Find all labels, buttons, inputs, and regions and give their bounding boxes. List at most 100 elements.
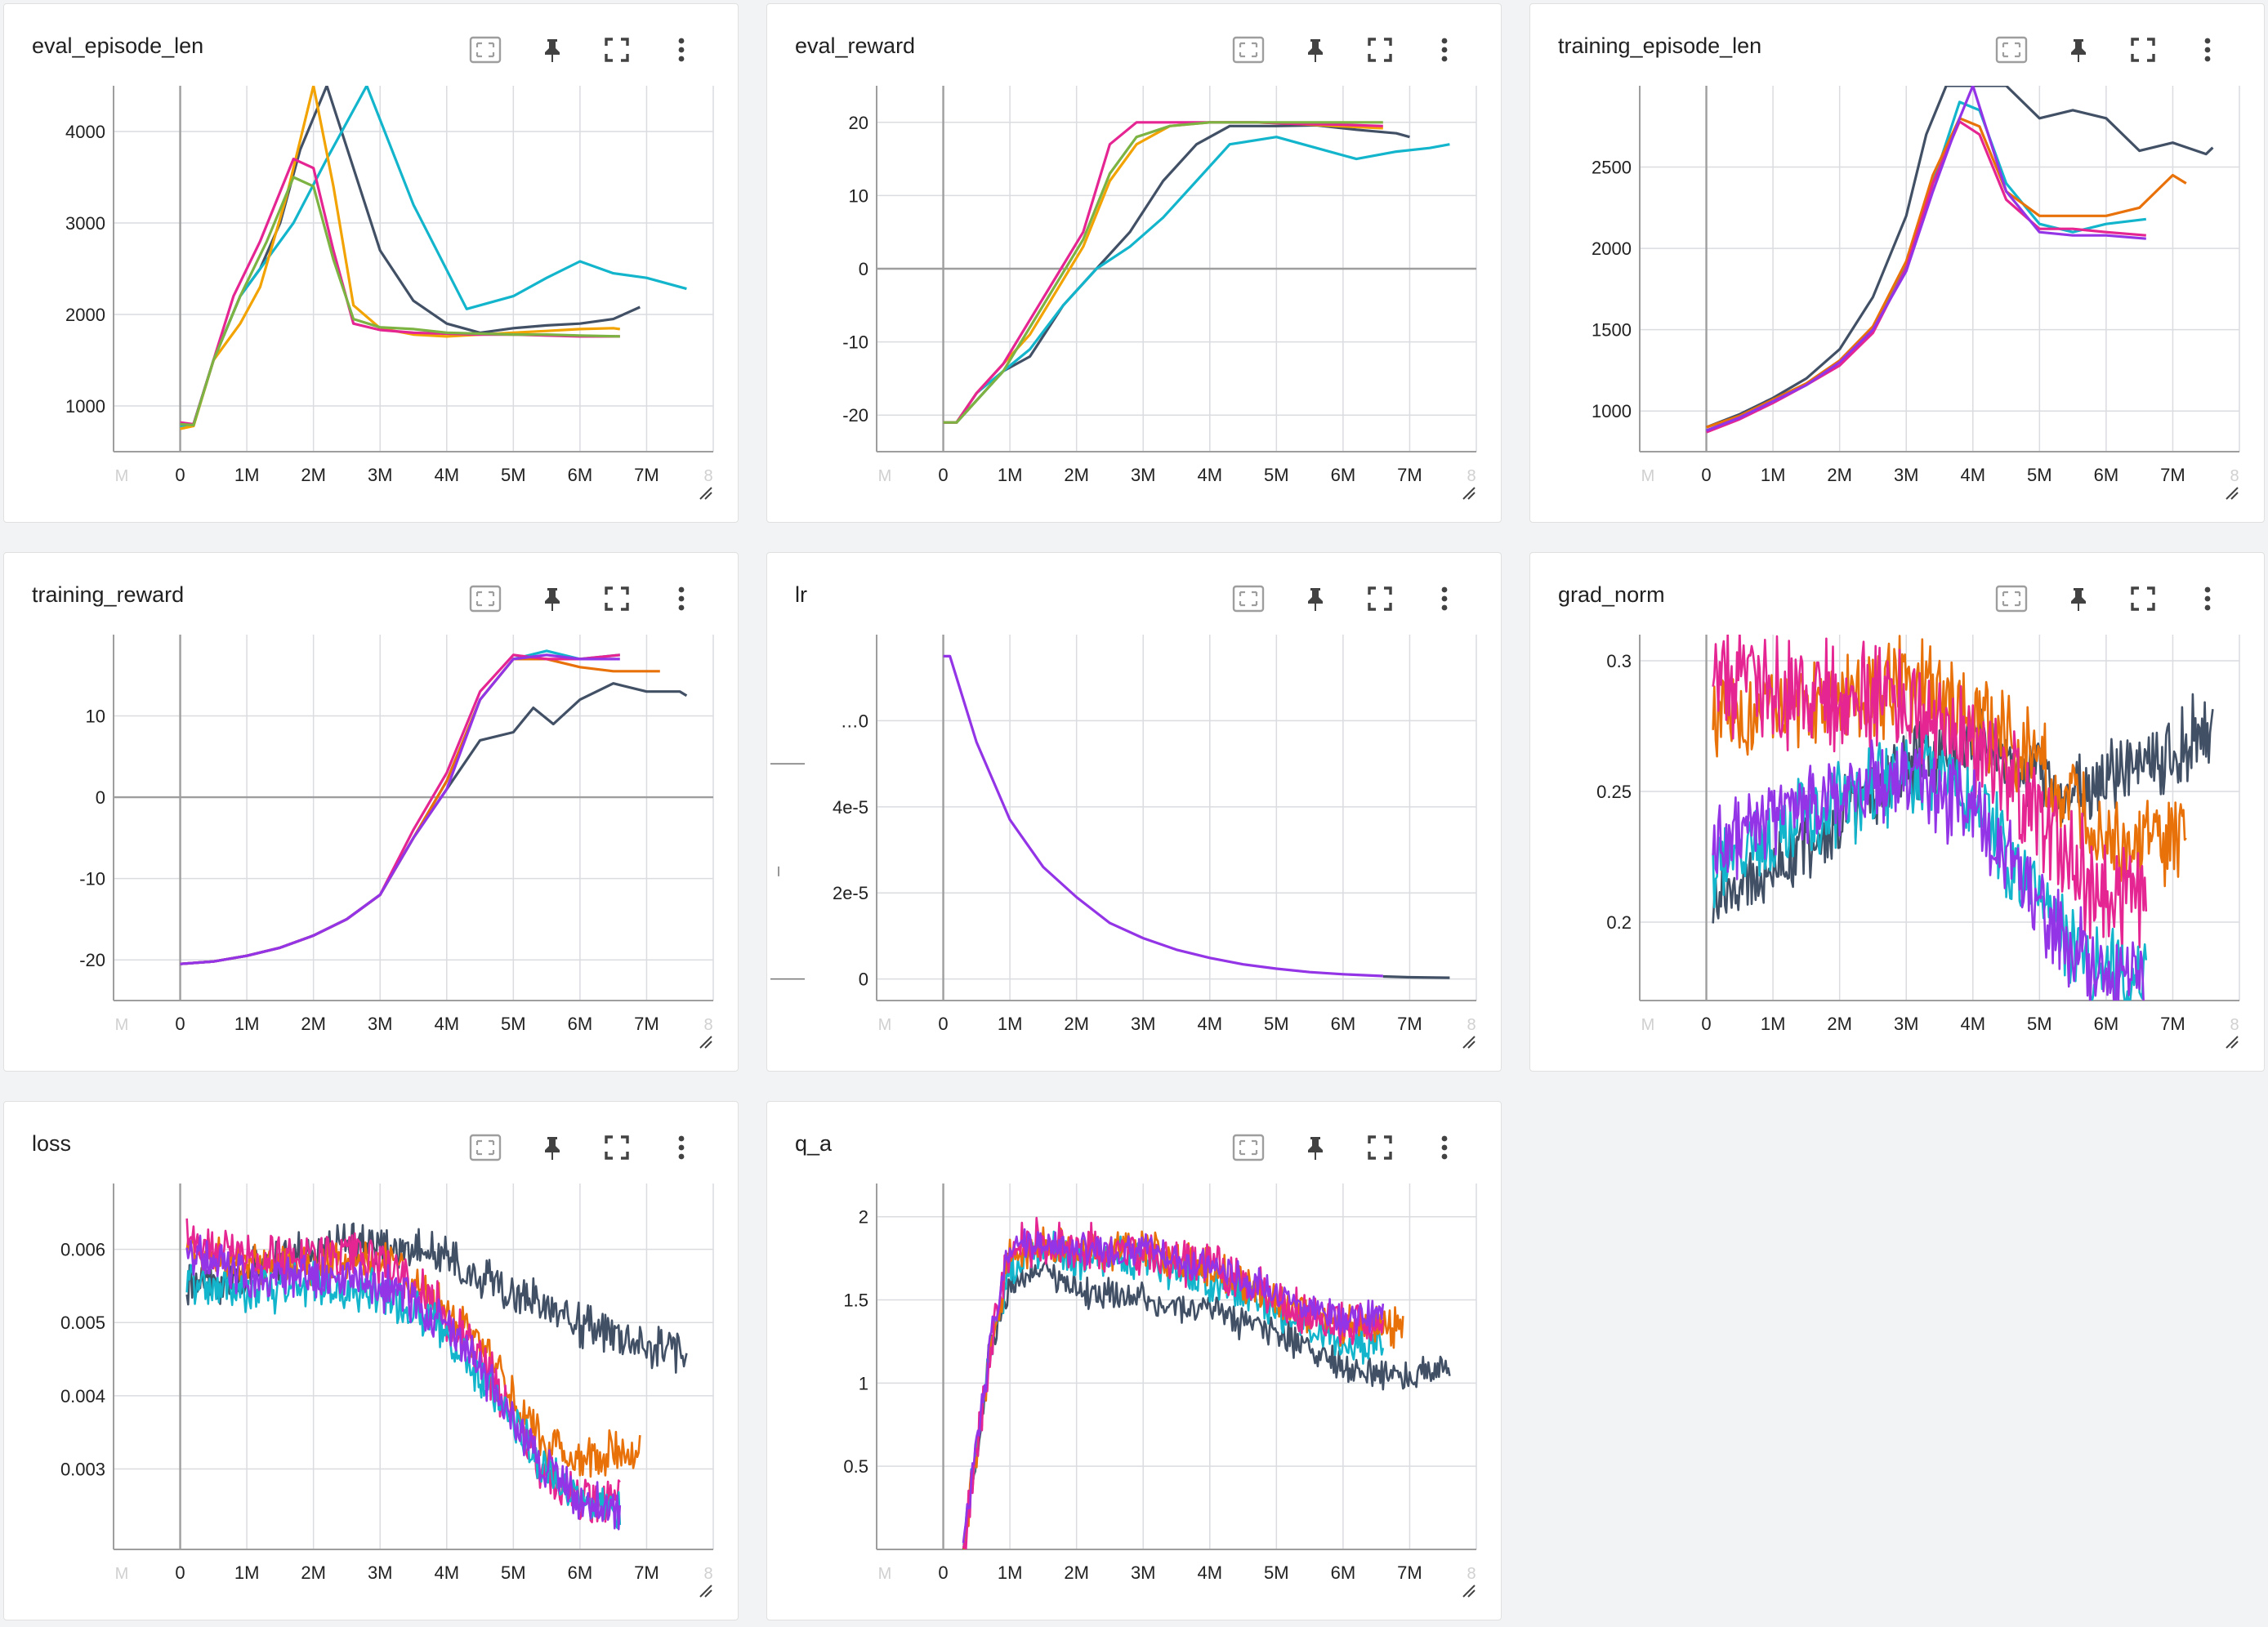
more-vert-icon[interactable] — [663, 581, 699, 617]
series-line-4 — [962, 1228, 1385, 1544]
x-tick-label: 2M — [1064, 465, 1089, 485]
pin-icon[interactable] — [534, 32, 570, 68]
series-line-4 — [943, 121, 1383, 424]
y-tick-label: 1 — [859, 1373, 868, 1393]
line-chart[interactable]: 0 1M 2M 3M 4M 5M 6M 7M M 8 1000 1500 2000 2500 — [1530, 4, 2266, 494]
more-vert-icon[interactable] — [1426, 1130, 1462, 1166]
series-line-0 — [1706, 86, 2214, 429]
resize-handle-icon[interactable] — [697, 484, 713, 505]
pin-icon[interactable] — [1297, 1130, 1333, 1166]
line-chart[interactable]: 0 1M 2M 3M 4M 5M 6M 7M M 8 0.2 0.25 0.3 — [1530, 553, 2266, 1043]
x-tick-label: 3M — [1131, 1562, 1156, 1583]
line-chart[interactable]: 0 1M 2M 3M 4M 5M 6M 7M M 8 0.5 1 1.5 2 — [767, 1102, 1502, 1592]
y-tick-label: …0 — [841, 711, 868, 731]
x-tick-label: 6M — [568, 465, 593, 485]
resize-handle-icon[interactable] — [1460, 1033, 1476, 1054]
pin-icon[interactable] — [534, 1130, 570, 1166]
line-chart[interactable]: 0 1M 2M 3M 4M 5M 6M 7M M 8 0.003 0.004 0.005 0.006 — [4, 1102, 739, 1592]
more-vert-icon[interactable] — [1426, 32, 1462, 68]
pin-icon[interactable] — [534, 581, 570, 617]
more-vert-icon[interactable] — [663, 1130, 699, 1166]
x-tick-edge: M — [1641, 467, 1655, 485]
x-tick-edge: 8 — [1467, 1016, 1476, 1034]
x-tick-label: 5M — [501, 465, 526, 485]
series-line-3 — [185, 1260, 622, 1529]
fullscreen-icon[interactable] — [599, 581, 635, 617]
series-group — [943, 121, 1450, 424]
line-chart[interactable]: 0 1M 2M 3M 4M 5M 6M 7M M 8 1000 2000 3000 4000 — [4, 4, 739, 494]
resize-handle-icon[interactable] — [2223, 1033, 2239, 1054]
fit-domain-icon[interactable] — [1230, 32, 1266, 68]
fullscreen-icon[interactable] — [599, 1130, 635, 1166]
series-group — [180, 86, 687, 430]
x-tick-label: 0 — [1701, 465, 1711, 485]
x-tick-label: 5M — [501, 1562, 526, 1583]
y-tick-label: 3000 — [65, 213, 105, 234]
chart-card-training-episode-len: training_episode_len 0 1M 2M 3M 4M 5M 6M 7M M 8 100… — [1529, 3, 2265, 523]
x-tick-label: 7M — [1397, 465, 1422, 485]
x-tick-edge: 8 — [2230, 467, 2239, 485]
y-tick-label: -10 — [79, 869, 105, 889]
x-tick-edge: M — [115, 1565, 129, 1583]
line-chart[interactable]: 0 1M 2M 3M 4M 5M 6M 7M M 8 -20 -10 0 10 20 — [767, 4, 1502, 494]
fit-domain-icon[interactable] — [1993, 32, 2029, 68]
resize-handle-icon[interactable] — [697, 1033, 713, 1054]
y-tick-label: 1000 — [1592, 401, 1632, 421]
x-tick-label: 5M — [2027, 465, 2052, 485]
pin-icon[interactable] — [1297, 581, 1333, 617]
y-tick-label: 0.3 — [1606, 651, 1632, 671]
more-vert-icon[interactable] — [2190, 581, 2226, 617]
resize-handle-icon[interactable] — [1460, 484, 1476, 505]
resize-handle-icon[interactable] — [697, 1582, 713, 1602]
x-tick-label: 7M — [1397, 1014, 1422, 1034]
x-tick-label: 4M — [434, 1562, 459, 1583]
x-tick-label: 1M — [1761, 465, 1786, 485]
pin-icon[interactable] — [2060, 581, 2096, 617]
y-tick-label: -20 — [842, 405, 868, 426]
fullscreen-icon[interactable] — [2125, 32, 2161, 68]
fit-domain-icon[interactable] — [467, 581, 503, 617]
chart-card-loss: loss 0 1M 2M 3M 4M 5M 6M 7M M 8 0.003 0.004 0.005 0.00… — [3, 1101, 739, 1620]
x-tick-label: 0 — [175, 1562, 185, 1583]
x-tick-label: 5M — [1264, 1014, 1289, 1034]
resize-handle-icon[interactable] — [1460, 1582, 1476, 1602]
y-tick-label: 2500 — [1592, 158, 1632, 178]
fit-domain-icon[interactable] — [1993, 581, 2029, 617]
line-chart[interactable]: 0 1M 2M 3M 4M 5M 6M 7M M 8 -20 -10 0 10 — [4, 553, 739, 1043]
fit-domain-icon[interactable] — [1230, 1130, 1266, 1166]
x-tick-label: 4M — [1197, 1562, 1222, 1583]
fullscreen-icon[interactable] — [1362, 1130, 1398, 1166]
pin-icon[interactable] — [2060, 32, 2096, 68]
x-tick-edge: M — [1641, 1016, 1655, 1034]
x-tick-label: 0 — [938, 1562, 948, 1583]
x-tick-label: 3M — [1894, 1014, 1919, 1034]
x-tick-label: 1M — [234, 1562, 260, 1583]
x-tick-label: 6M — [568, 1562, 593, 1583]
fullscreen-icon[interactable] — [2125, 581, 2161, 617]
x-tick-label: 2M — [1064, 1562, 1089, 1583]
fit-domain-icon[interactable] — [467, 1130, 503, 1166]
fullscreen-icon[interactable] — [599, 32, 635, 68]
chart-card-q-a: q_a 0 1M 2M 3M 4M 5M 6M 7M M 8 0.5 1 1.5 2 — [766, 1101, 1502, 1620]
pin-icon[interactable] — [1297, 32, 1333, 68]
more-vert-icon[interactable] — [663, 32, 699, 68]
y-tick-label: 10 — [849, 185, 868, 206]
more-vert-icon[interactable] — [1426, 581, 1462, 617]
fullscreen-icon[interactable] — [1362, 32, 1398, 68]
x-tick-label: 7M — [634, 1562, 659, 1583]
y-tick-label: 0 — [859, 970, 868, 990]
y-tick-label: 0 — [96, 787, 105, 808]
more-vert-icon[interactable] — [2190, 32, 2226, 68]
x-tick-label: 3M — [1131, 1014, 1156, 1034]
y-tick-label: 2 — [859, 1207, 868, 1228]
fit-domain-icon[interactable] — [1230, 581, 1266, 617]
fullscreen-icon[interactable] — [1362, 581, 1398, 617]
fit-domain-icon[interactable] — [467, 32, 503, 68]
y-tick-label: -20 — [79, 950, 105, 970]
resize-handle-icon[interactable] — [2223, 484, 2239, 505]
series-group — [1706, 86, 2214, 434]
x-tick-label: 7M — [1397, 1562, 1422, 1583]
x-tick-label: 6M — [1331, 1014, 1356, 1034]
